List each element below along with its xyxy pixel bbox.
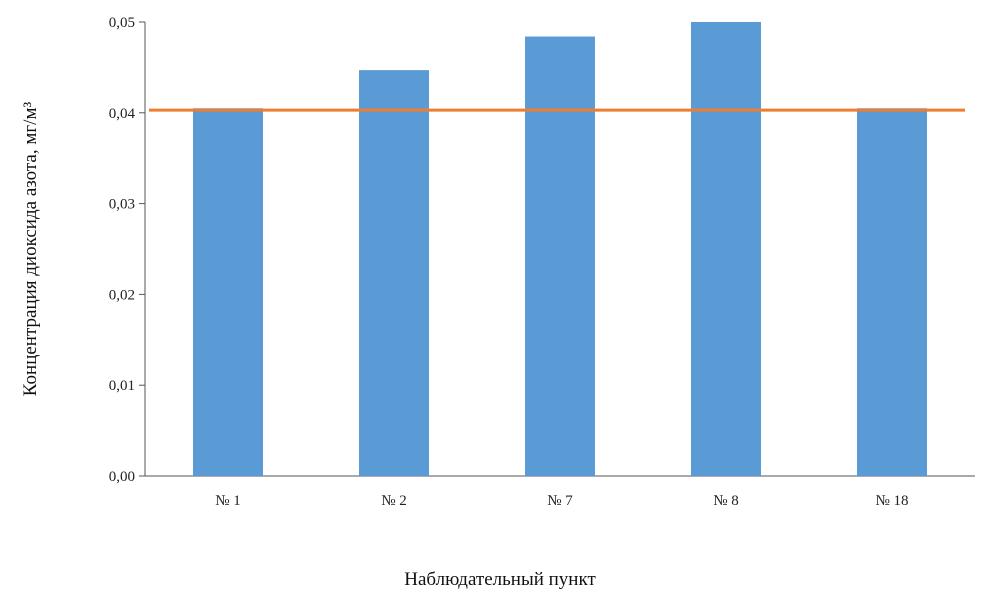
bar: [525, 36, 595, 476]
y-axis-title: Концентрация диоксида азота, мг/м³: [20, 102, 41, 397]
x-ticks: № 1 № 2 № 7 № 8 № 18: [215, 493, 908, 509]
bar: [193, 108, 263, 476]
bar: [691, 22, 761, 476]
y-tick-label: 0,04: [109, 106, 136, 122]
x-tick-label: № 1: [215, 493, 241, 509]
y-tick-label: 0,02: [109, 287, 135, 303]
y-ticks: 0,00 0,01 0,02 0,03 0,04 0,05: [109, 15, 145, 485]
y-tick-label: 0,00: [109, 469, 135, 485]
bar: [359, 70, 429, 477]
bar: [857, 108, 927, 476]
x-tick-label: № 7: [547, 493, 573, 509]
x-tick-label: № 8: [713, 493, 739, 509]
y-tick-label: 0,01: [109, 378, 135, 394]
y-tick-label: 0,05: [109, 15, 135, 31]
x-tick-label: № 2: [381, 493, 407, 509]
bars: [193, 22, 927, 477]
x-axis-title: Наблюдательный пункт: [404, 569, 596, 590]
y-tick-label: 0,03: [109, 197, 135, 213]
x-tick-label: № 18: [875, 493, 908, 509]
